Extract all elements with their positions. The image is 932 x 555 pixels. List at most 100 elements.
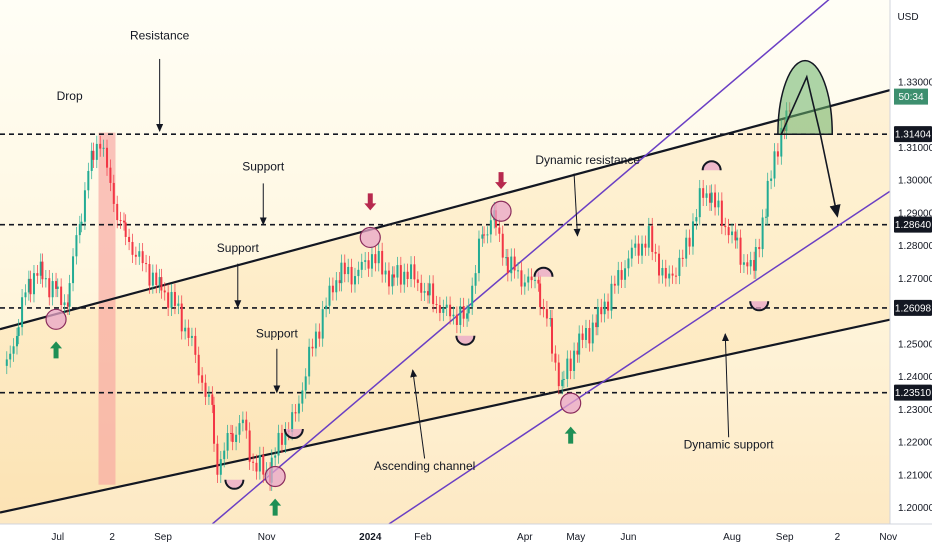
- candle-body: [391, 274, 394, 287]
- annotation-pointer: [410, 369, 426, 459]
- y-tick-label: 1.25000: [898, 339, 932, 350]
- candle-body: [603, 301, 606, 315]
- trend-line: [0, 89, 890, 331]
- price-badge: [894, 216, 932, 233]
- candle-body: [223, 450, 226, 460]
- candle-body: [318, 331, 321, 339]
- touch-half-circle: [701, 160, 722, 171]
- candle-body: [678, 257, 681, 276]
- candle-body: [637, 243, 640, 256]
- candle-body: [776, 151, 779, 157]
- candle-body: [595, 322, 598, 328]
- candle-body: [664, 267, 667, 279]
- candle-body: [177, 303, 180, 306]
- candle-body: [561, 379, 564, 387]
- candle-body: [717, 200, 720, 208]
- x-tick-label: Feb: [414, 532, 432, 543]
- candle-body: [331, 285, 334, 293]
- candle-body: [416, 279, 419, 283]
- candle-body: [630, 247, 633, 259]
- candle-body: [720, 200, 723, 226]
- candle-body: [462, 306, 465, 319]
- candle-body: [742, 262, 745, 265]
- x-tick-label: Sep: [776, 532, 794, 543]
- candle-body: [229, 433, 232, 435]
- candle-body: [51, 281, 54, 298]
- candle-body: [765, 216, 768, 218]
- candle-body: [68, 283, 71, 307]
- candle-body: [573, 350, 576, 371]
- candle-body: [658, 253, 661, 276]
- candle-body: [466, 313, 469, 319]
- x-tick-label: Apr: [517, 532, 533, 543]
- candle-body: [489, 220, 492, 235]
- touch-circle: [45, 308, 67, 330]
- candle-body: [24, 292, 27, 298]
- candle-body: [607, 301, 610, 311]
- touch-half-circle: [455, 335, 476, 346]
- x-tick-label: May: [566, 532, 585, 543]
- drop-highlight-band: [98, 132, 116, 485]
- candle-body: [539, 283, 542, 308]
- candle-body: [204, 382, 207, 397]
- annotation-label: Ascending channel: [374, 459, 475, 473]
- price-badge: [894, 299, 932, 316]
- projection-path: [780, 74, 841, 218]
- candle-body: [554, 353, 557, 363]
- candle-body: [557, 362, 560, 387]
- price-badge-label: 1.23510: [895, 388, 932, 399]
- candle-body: [510, 256, 513, 274]
- candle-body: [284, 430, 287, 445]
- top-dome: [777, 60, 834, 136]
- candle-body: [641, 243, 644, 256]
- candle-body: [370, 254, 373, 269]
- candle-body: [761, 217, 764, 250]
- candle-body: [17, 327, 20, 337]
- candle-body: [367, 260, 370, 269]
- candle-body: [527, 276, 530, 283]
- annotation-label: Dynamic resistance: [535, 153, 640, 167]
- candle-body: [695, 217, 698, 222]
- candle-body: [167, 292, 170, 308]
- candle-body: [420, 282, 423, 293]
- candle-body: [459, 306, 462, 325]
- candle-body: [513, 256, 516, 271]
- candle-body: [545, 309, 548, 319]
- candle-body: [41, 261, 44, 280]
- candle-body: [627, 258, 630, 269]
- candle-body: [644, 243, 647, 248]
- candle-body: [501, 233, 504, 258]
- candle-body: [736, 237, 739, 241]
- channel-fill: [0, 90, 890, 513]
- candle-body: [566, 358, 569, 379]
- candle-body: [727, 227, 730, 236]
- candle-body: [610, 283, 613, 311]
- candle-body: [55, 281, 58, 289]
- candle-body: [44, 278, 47, 280]
- candle-body: [255, 462, 258, 472]
- arrow-down-icon: [495, 172, 508, 190]
- candle-body: [207, 394, 210, 397]
- candle-body: [766, 180, 769, 217]
- candle-body: [537, 279, 540, 284]
- candle-body: [56, 286, 59, 289]
- candle-body: [427, 291, 430, 296]
- candle-body: [481, 234, 484, 239]
- trend-line: [388, 190, 890, 524]
- candle-body: [173, 291, 176, 306]
- annotation-label: Support: [217, 241, 260, 255]
- candle-body: [578, 333, 581, 355]
- candle-body: [78, 224, 81, 236]
- candle-body: [428, 283, 431, 296]
- candle-body: [321, 309, 324, 339]
- candle-body: [710, 192, 713, 203]
- arrow-up-icon: [269, 498, 282, 516]
- arrow-up-icon: [50, 341, 63, 359]
- x-tick-label: 2: [835, 532, 841, 543]
- candle-body: [128, 236, 131, 242]
- candle-body: [122, 220, 125, 223]
- candle-body: [201, 375, 204, 383]
- candle-body: [194, 335, 197, 355]
- annotation-pointer: [573, 173, 581, 237]
